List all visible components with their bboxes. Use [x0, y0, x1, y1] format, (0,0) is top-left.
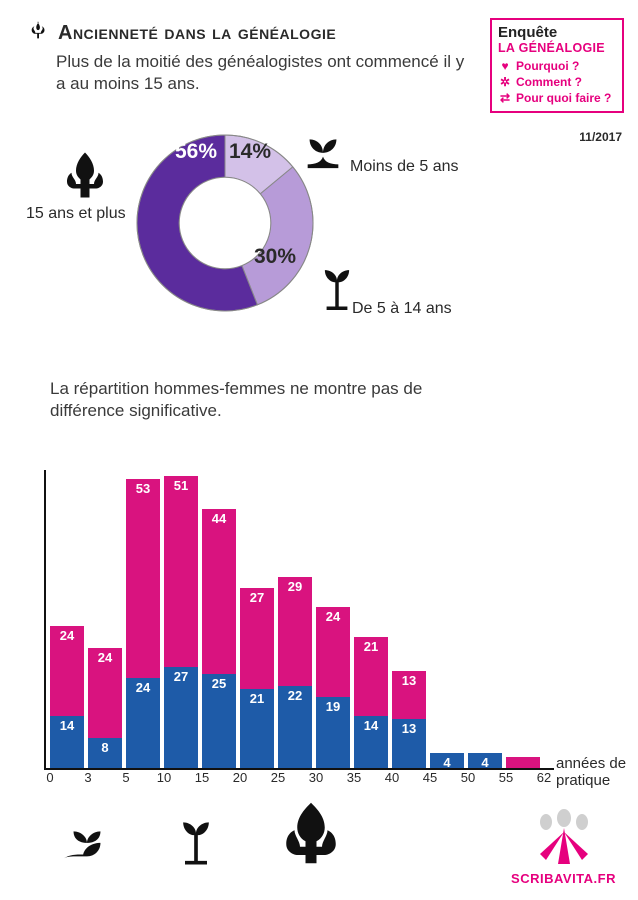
bar-column: 248 [88, 648, 122, 768]
bar-column: 5127 [164, 476, 198, 769]
donut-chart-area: 56% 14% 30% 15 ans et plus Moins de 5 an… [0, 110, 638, 350]
bar-x-tick: 35 [347, 770, 361, 785]
seedling-in-hand-icon [60, 816, 114, 871]
survey-line-1-text: Comment ? [516, 75, 582, 89]
bar-column: 2721 [240, 588, 274, 768]
survey-line-2-text: Pour quoi faire ? [516, 91, 611, 105]
bar-column: 2419 [316, 607, 350, 768]
bar-column: 4 [430, 753, 464, 768]
bar-bottom-segment: 14 [50, 716, 84, 769]
gears-icon: ✲ [498, 75, 512, 89]
bar-column: 4 [468, 753, 502, 768]
bar-x-tick: 20 [233, 770, 247, 785]
donut-value-2: 30% [254, 245, 296, 269]
bar-top-segment: 21 [354, 637, 388, 716]
stacked-bar-chart: 2414248532451274425272129222419211413134… [44, 470, 554, 770]
bar-top-segment: 13 [392, 671, 426, 720]
bar-bottom-segment: 27 [164, 667, 198, 768]
donut-caption-2: De 5 à 14 ans [352, 300, 452, 318]
bar-x-tick: 40 [385, 770, 399, 785]
bar-top-segment [506, 757, 540, 768]
bar-bottom-segment: 4 [430, 753, 464, 768]
donut-caption-1: Moins de 5 ans [350, 158, 459, 176]
bar-column: 4425 [202, 509, 236, 768]
seedling-icon [300, 126, 346, 177]
bar-top-segment: 51 [164, 476, 198, 667]
survey-box-title: Enquête [498, 24, 616, 41]
bar-bottom-segment: 25 [202, 674, 236, 768]
bottom-icons-row [60, 800, 344, 871]
survey-box: Enquête LA GÉNÉALOGIE ♥ Pourquoi ? ✲ Com… [490, 18, 624, 113]
survey-line-1: ✲ Comment ? [498, 75, 616, 89]
sprout-icon [316, 258, 358, 315]
bar-top-segment: 24 [88, 648, 122, 738]
bar-column: 2114 [354, 637, 388, 768]
donut-value-1: 14% [229, 140, 271, 164]
bar-column: 1313 [392, 671, 426, 769]
bar-column [506, 757, 540, 768]
sprout-icon [174, 808, 218, 871]
bar-x-tick: 3 [84, 770, 91, 785]
bar-x-tick: 10 [157, 770, 171, 785]
bar-top-segment: 24 [316, 607, 350, 697]
bar-bottom-segment: 24 [126, 678, 160, 768]
arrows-icon: ⇄ [498, 91, 512, 105]
bar-axis-label: années de pratique [556, 756, 636, 789]
bar-x-tick: 15 [195, 770, 209, 785]
bar-x-tick: 45 [423, 770, 437, 785]
page-title: Ancienneté dans la généalogie [58, 22, 336, 45]
bar-top-segment: 29 [278, 577, 312, 686]
bar-x-tick: 5 [122, 770, 129, 785]
survey-line-2: ⇄ Pour quoi faire ? [498, 91, 616, 105]
donut-caption-0: 15 ans et plus [26, 205, 126, 223]
header: Ancienneté dans la généalogie Plus de la… [28, 20, 468, 95]
tree-large-icon [58, 148, 112, 207]
bar-bottom-segment: 21 [240, 689, 274, 768]
bar-top-segment: 53 [126, 479, 160, 678]
bar-x-tick: 25 [271, 770, 285, 785]
logo-text: SCRIBAVITA.FR [511, 871, 616, 886]
bar-column: 5324 [126, 479, 160, 768]
bar-section-intro: La répartition hommes-femmes ne montre p… [50, 378, 470, 422]
bar-section-intro-wrap: La répartition hommes-femmes ne montre p… [50, 378, 470, 422]
bar-x-tick: 0 [46, 770, 53, 785]
logo-icon [528, 808, 600, 864]
survey-box-subtitle: LA GÉNÉALOGIE [498, 41, 616, 55]
bar-bottom-segment: 4 [468, 753, 502, 768]
page-subtitle: Plus de la moitié des généalogistes ont … [56, 51, 468, 95]
donut-value-0: 56% [175, 140, 217, 164]
bar-bottom-segment: 22 [278, 686, 312, 769]
bar-x-tick: 55 [499, 770, 513, 785]
survey-line-0: ♥ Pourquoi ? [498, 59, 616, 73]
survey-line-0-text: Pourquoi ? [516, 59, 579, 73]
bar-x-tick: 50 [461, 770, 475, 785]
donut-chart [130, 128, 320, 318]
heart-icon: ♥ [498, 59, 512, 73]
bar-column: 2922 [278, 577, 312, 768]
bar-top-segment: 27 [240, 588, 274, 689]
bar-bottom-segment: 19 [316, 697, 350, 768]
title-row: Ancienneté dans la généalogie [28, 20, 468, 47]
bar-top-segment: 44 [202, 509, 236, 674]
tree-glyph-icon [28, 20, 50, 47]
bar-bottom-segment: 8 [88, 738, 122, 768]
bar-top-segment: 24 [50, 626, 84, 716]
tree-icon [278, 800, 344, 871]
bar-bottom-segment: 13 [392, 719, 426, 768]
bar-x-tick: 62 [537, 770, 551, 785]
bar-x-tick: 30 [309, 770, 323, 785]
bar-bottom-segment: 14 [354, 716, 388, 769]
scribavita-logo: SCRIBAVITA.FR [511, 808, 616, 886]
bar-column: 2414 [50, 626, 84, 769]
